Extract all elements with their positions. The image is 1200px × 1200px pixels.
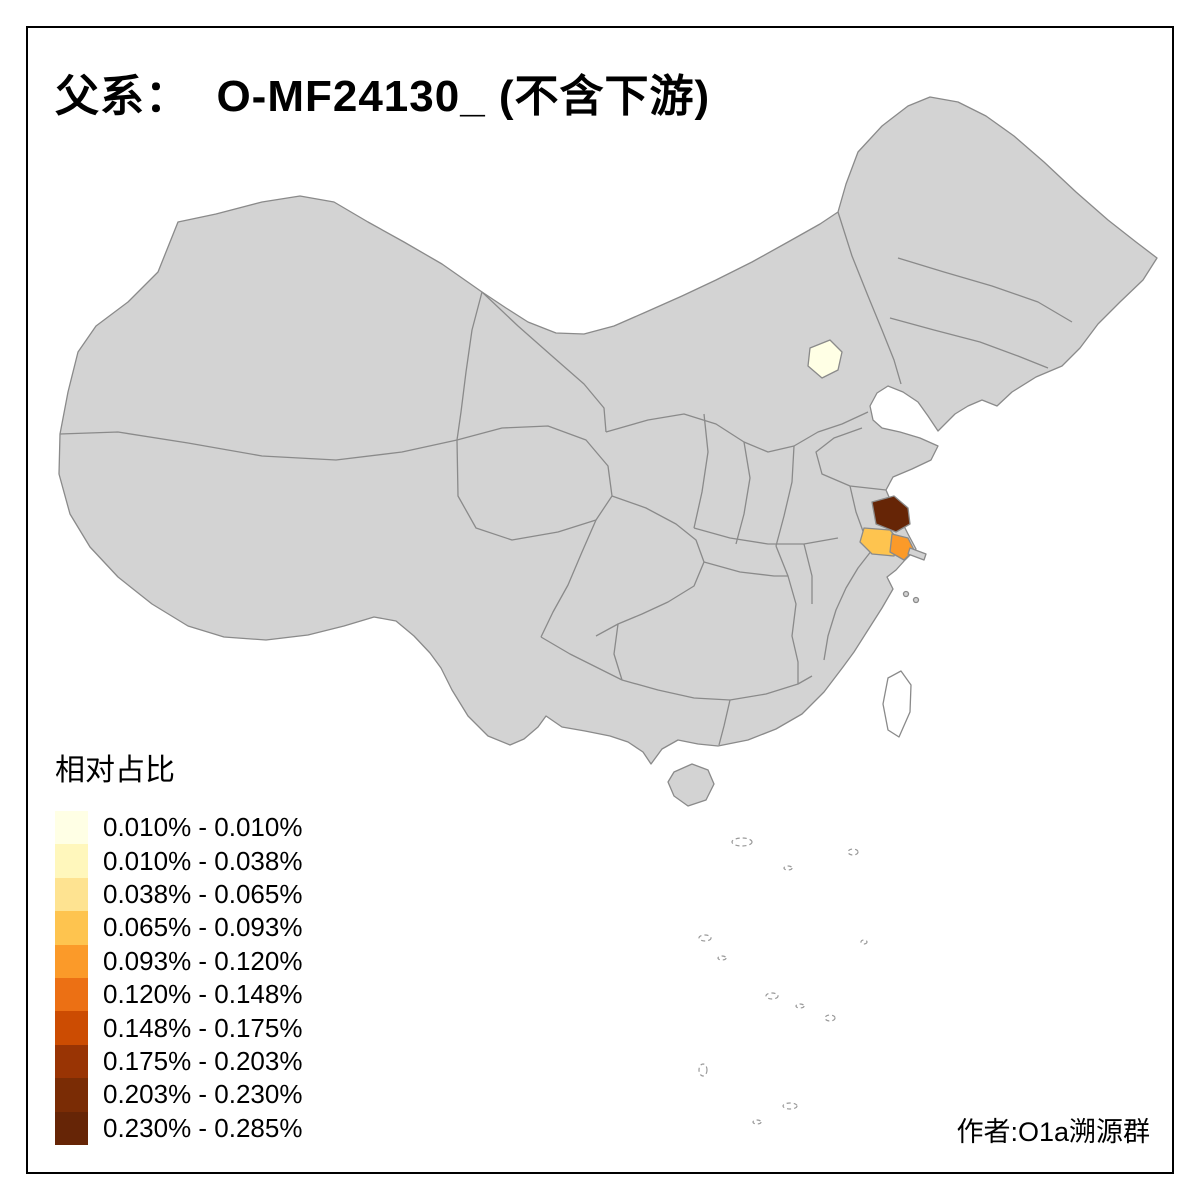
legend-label: 0.065% - 0.093% <box>103 912 303 943</box>
legend-row: 0.065% - 0.093% <box>55 911 303 945</box>
region-highlight-north <box>807 339 843 379</box>
taiwan-island <box>882 670 912 738</box>
legend-label: 0.010% - 0.038% <box>103 845 303 876</box>
legend-swatch <box>55 1111 88 1145</box>
hainan-island <box>667 763 715 807</box>
legend-swatch <box>55 911 88 945</box>
legend-swatch <box>55 1078 88 1112</box>
legend-swatch <box>55 811 88 845</box>
legend-title: 相对占比 <box>55 754 175 787</box>
legend-label: 0.093% - 0.120% <box>103 945 303 976</box>
mainland-china-shape <box>58 96 1158 765</box>
legend-swatch <box>55 1011 88 1045</box>
south-china-sea-islands <box>698 837 868 1125</box>
legend-entries: 0.010% - 0.010% 0.010% - 0.038% 0.038% - 0… <box>55 811 302 1145</box>
legend-row: 0.120% - 0.148% <box>55 977 303 1012</box>
region-highlight-east-dark <box>871 495 911 533</box>
legend-row: 0.230% - 0.285% <box>55 1111 303 1145</box>
legend-label: 0.038% - 0.065% <box>103 878 303 909</box>
legend-label: 0.148% - 0.175% <box>103 1012 303 1043</box>
legend-row: 0.093% - 0.120% <box>55 944 303 978</box>
legend-swatch <box>55 877 88 912</box>
province-borders <box>59 211 1073 746</box>
legend-swatch <box>55 944 88 978</box>
attribution: 作者:O1a溯源群 <box>956 1117 1150 1147</box>
coastal-islet <box>912 596 920 604</box>
legend-label: 0.120% - 0.148% <box>103 979 303 1010</box>
legend-row: 0.148% - 0.175% <box>55 1011 303 1045</box>
legend: 相对占比 0.010% - 0.010% 0.010% - 0.038% 0.038… <box>55 745 302 1145</box>
legend-swatch <box>55 977 88 1012</box>
legend-label: 0.230% - 0.285% <box>103 1112 303 1143</box>
legend-swatch <box>55 1044 88 1079</box>
legend-row: 0.203% - 0.230% <box>55 1078 303 1112</box>
highlight-regions <box>807 339 915 561</box>
legend-label: 0.010% - 0.010% <box>103 812 303 843</box>
legend-row: 0.010% - 0.038% <box>55 844 303 878</box>
yangtze-mouth-island <box>907 547 927 561</box>
legend-row: 0.175% - 0.203% <box>55 1044 303 1079</box>
legend-row: 0.038% - 0.065% <box>55 877 303 912</box>
legend-row: 0.010% - 0.010% <box>55 811 303 845</box>
legend-label: 0.203% - 0.230% <box>103 1079 303 1110</box>
legend-swatch <box>55 844 88 878</box>
mainland-group <box>58 96 1158 807</box>
page-title: 父系： O-MF24130_ (不含下游) <box>55 72 711 121</box>
legend-label: 0.175% - 0.203% <box>103 1045 303 1076</box>
coastal-islet <box>902 590 910 598</box>
